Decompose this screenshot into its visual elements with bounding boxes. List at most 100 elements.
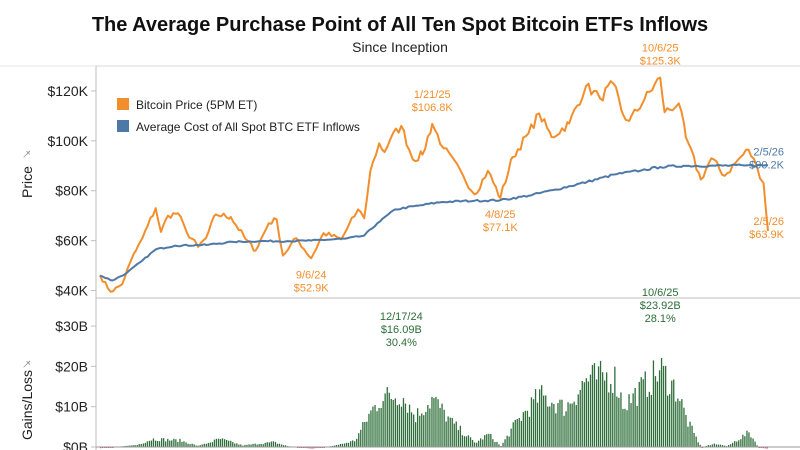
gain-bar: [419, 415, 421, 447]
gain-bar: [504, 439, 506, 447]
loss-bar: [315, 447, 317, 449]
gain-bar: [372, 406, 374, 447]
gain-bar: [394, 398, 396, 447]
gain-bar: [742, 434, 744, 447]
gain-bar: [488, 433, 490, 447]
gain-bar: [449, 417, 451, 447]
gain-bar: [181, 441, 183, 447]
gain-bar: [705, 445, 707, 447]
gain-bar: [396, 405, 398, 447]
bitcoin-price-line: [99, 76, 769, 293]
gain-bar: [406, 412, 409, 447]
gain-bar: [425, 411, 427, 447]
gain-bar: [579, 390, 581, 447]
gain-bar: [224, 439, 226, 447]
gain-bar: [410, 412, 413, 447]
gain-bar: [640, 377, 642, 447]
gain-bar: [599, 360, 602, 447]
gain-bar: [750, 437, 752, 447]
gain-bar: [246, 444, 248, 447]
gain-bar: [388, 392, 390, 447]
gain-bar: [569, 403, 571, 447]
gain-bar: [187, 443, 189, 447]
gain-bar: [634, 388, 636, 447]
gain-bar: [620, 392, 622, 447]
gain-bar: [573, 401, 575, 447]
gain-bar: [441, 403, 443, 447]
gain-bar: [278, 443, 281, 447]
gain-bar: [161, 438, 163, 447]
gain-bar: [693, 433, 695, 447]
gain-bar: [687, 426, 689, 447]
gain-bar: [756, 445, 758, 447]
loss-bar: [309, 447, 311, 449]
gain-bar: [402, 398, 405, 447]
gain-bar: [583, 382, 585, 447]
gain-bar: [165, 441, 167, 447]
y-tick-label: $0B: [63, 439, 88, 450]
gain-bar: [256, 444, 258, 447]
gain-bar: [380, 408, 382, 447]
gain-bar: [473, 442, 476, 447]
gain-bar: [248, 444, 250, 447]
gain-bar: [536, 402, 539, 447]
gain-bar: [209, 442, 211, 447]
gain-bar: [183, 441, 185, 447]
gain-bar: [366, 421, 368, 447]
gain-bar: [671, 380, 673, 447]
gain-bar: [455, 421, 457, 447]
gain-bar: [740, 439, 742, 447]
gain-bar: [744, 436, 746, 447]
price-annotation-label: $90.2K: [749, 159, 785, 171]
gain-bar: [469, 437, 472, 447]
price-annotation-label: 4/8/25: [485, 209, 516, 221]
gain-bar: [404, 403, 407, 447]
gain-bar: [219, 439, 222, 447]
gain-bar: [400, 406, 403, 447]
gain-bar: [343, 443, 346, 447]
gain-bar: [730, 444, 732, 447]
loss-bar: [100, 447, 102, 449]
gain-bar: [638, 381, 640, 447]
y-axis-title-gains: Gains/Loss: [19, 370, 35, 440]
price-annotation-label: 1/21/25: [414, 89, 451, 101]
chart-title: The Average Purchase Point of All Ten Sp…: [91, 14, 709, 36]
bar-annotation-label: 28.1%: [645, 313, 676, 325]
gain-bar: [368, 413, 370, 447]
gain-bar: [234, 443, 236, 447]
legend-swatch: [117, 120, 129, 132]
gain-bar: [197, 445, 199, 447]
gain-bar: [207, 442, 209, 447]
gain-bar: [201, 444, 203, 447]
gain-bar: [134, 445, 136, 447]
price-annotation-label: $63.9K: [749, 229, 785, 241]
gain-bar: [453, 423, 455, 447]
gain-bar: [512, 422, 514, 447]
y-tick-label: $120K: [48, 83, 89, 99]
gain-bar: [652, 360, 655, 447]
gain-bar: [494, 442, 496, 447]
gain-bar: [384, 393, 386, 447]
gain-bar: [354, 441, 356, 447]
gain-bar: [707, 445, 709, 447]
bar-annotation-label: 30.4%: [386, 337, 417, 349]
gain-bar: [532, 399, 535, 447]
gain-bar: [138, 444, 140, 447]
gain-bar: [345, 442, 348, 447]
gain-bar: [571, 403, 573, 447]
gain-bar: [656, 381, 659, 447]
gain-bar: [423, 415, 425, 447]
gain-bar: [173, 438, 175, 447]
gain-bar: [585, 378, 587, 447]
gain-bar: [616, 396, 618, 447]
gain-bar: [699, 444, 701, 447]
gain-bar: [471, 440, 474, 447]
gain-bar: [152, 438, 155, 447]
price-annotation-label: 2/5/26: [753, 216, 784, 228]
gain-bar: [258, 444, 260, 447]
gain-bar: [230, 440, 232, 447]
gain-bar: [445, 421, 447, 447]
gain-bar: [429, 408, 431, 447]
gain-bar: [158, 441, 161, 447]
gain-bar: [215, 438, 218, 447]
